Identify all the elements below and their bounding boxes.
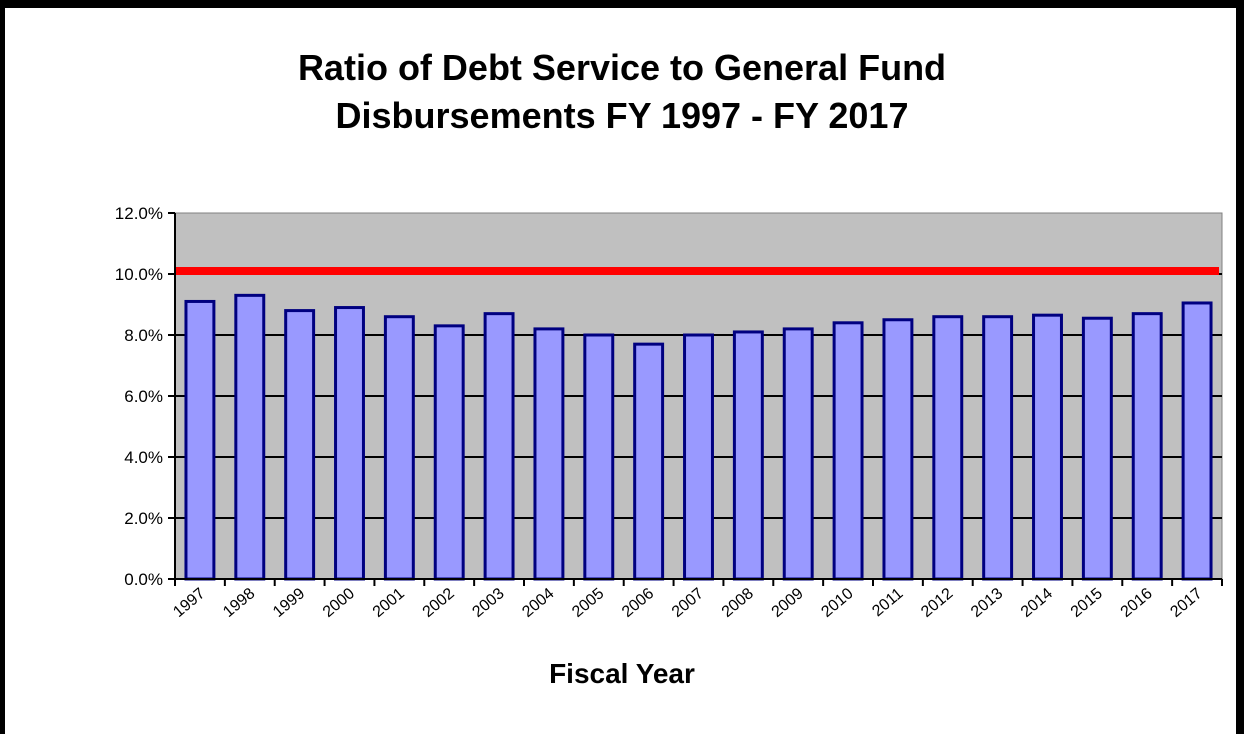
x-tick-label: 2013	[968, 585, 1006, 621]
y-tick-label: 2.0%	[124, 509, 163, 528]
y-tick-labels: 0.0% 2.0% 4.0% 6.0% 8.0% 10.0% 12.0%	[115, 204, 163, 589]
x-tick-label: 2006	[619, 585, 657, 621]
x-tick-label: 1999	[270, 585, 308, 621]
bar-2014	[1032, 313, 1063, 581]
x-tick-label: 2017	[1167, 585, 1205, 621]
x-tick-label: 2007	[669, 585, 707, 621]
chart-title-line-2: Disbursements FY 1997 - FY 2017	[335, 95, 909, 136]
bar-2017	[1181, 301, 1213, 581]
x-tick-label: 2003	[469, 585, 507, 621]
y-tick-label: 10.0%	[115, 265, 163, 284]
x-tick-label: 2008	[719, 585, 757, 621]
bar-2011	[882, 318, 914, 581]
bar-1999	[284, 309, 316, 581]
x-tick-label: 2011	[869, 585, 906, 620]
x-tick-label: 2005	[569, 585, 607, 621]
x-axis-label: Fiscal Year	[549, 658, 695, 689]
bar-2006	[633, 342, 665, 581]
x-tick-label: 2009	[769, 585, 807, 621]
bar-2002	[433, 324, 465, 581]
bars	[184, 293, 1213, 581]
bar-2000	[334, 306, 365, 581]
y-tick-label: 12.0%	[115, 204, 163, 223]
axes	[168, 212, 1223, 586]
y-tick-label: 4.0%	[124, 448, 163, 467]
bar-2005	[583, 333, 615, 581]
x-tick-label: 2001	[370, 585, 408, 621]
bar-2009	[782, 327, 814, 581]
x-tick-labels: 1997 1998 1999 2000 2001 2002 2003 2004 2005 2006…	[170, 585, 1205, 621]
bar-2007	[683, 333, 714, 581]
bar-2013	[982, 315, 1014, 581]
bar-2001	[383, 315, 415, 581]
chart-title: Ratio of Debt Service to General Fund Di…	[0, 44, 1244, 140]
y-tick-label: 0.0%	[124, 570, 163, 589]
x-tick-label: 2010	[818, 585, 856, 621]
bar-2012	[932, 315, 964, 581]
y-tick-label: 6.0%	[124, 387, 163, 406]
bar-2003	[483, 312, 515, 581]
bar-2008	[732, 330, 764, 581]
x-tick-label: 2000	[320, 585, 358, 621]
bar-2015	[1081, 316, 1113, 581]
x-tick-label: 2015	[1068, 585, 1106, 621]
x-tick-label: 1997	[170, 585, 208, 621]
x-tick-label: 2002	[420, 585, 458, 621]
bar-2010	[832, 321, 864, 581]
x-tick-label: 2016	[1118, 585, 1156, 621]
chart-title-line-1: Ratio of Debt Service to General Fund	[297, 47, 947, 88]
bar-2004	[533, 327, 565, 581]
bar-2016	[1131, 312, 1163, 581]
bar-1997	[184, 299, 216, 581]
x-tick-label: 2014	[1018, 585, 1056, 621]
x-tick-label: 2012	[918, 585, 956, 621]
x-tick-label: 2004	[519, 585, 557, 621]
y-tick-label: 8.0%	[124, 326, 163, 345]
bar-1998	[234, 293, 266, 581]
x-tick-label: 1998	[220, 585, 258, 621]
